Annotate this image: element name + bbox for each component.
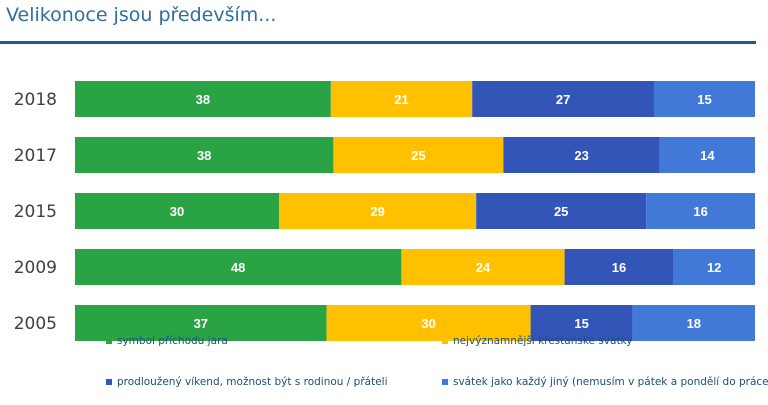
data-label-2018-series-0: 38 bbox=[196, 92, 210, 107]
bar-2018-series-3 bbox=[654, 81, 755, 117]
bar-2015-series-3 bbox=[646, 193, 755, 229]
data-label-2009-series-3: 12 bbox=[707, 260, 721, 275]
data-label-2005-series-0: 37 bbox=[194, 316, 208, 331]
category-label-2009: 2009 bbox=[14, 258, 57, 278]
category-label-2005: 2005 bbox=[14, 314, 57, 334]
data-label-2015-series-1: 29 bbox=[370, 204, 384, 219]
bar-2017-series-2 bbox=[503, 137, 660, 173]
data-label-2018-series-2: 27 bbox=[556, 92, 570, 107]
bar-2005-series-2 bbox=[530, 305, 633, 341]
title-divider bbox=[0, 41, 756, 44]
data-label-2017-series-2: 23 bbox=[574, 148, 588, 163]
category-label-2018: 2018 bbox=[14, 90, 57, 110]
data-label-2017-series-1: 25 bbox=[411, 148, 425, 163]
bar-2015-series-0 bbox=[75, 193, 279, 229]
bar-2018-series-0 bbox=[75, 81, 331, 117]
bar-2009-series-0 bbox=[75, 249, 402, 285]
bar-2009-series-1 bbox=[401, 249, 565, 285]
page-title: Velikonoce jsou především... bbox=[6, 4, 277, 26]
bar-2009-series-2 bbox=[564, 249, 674, 285]
bar-2005-series-3 bbox=[632, 305, 755, 341]
category-label-2017: 2017 bbox=[14, 146, 57, 166]
data-label-2009-series-0: 48 bbox=[231, 260, 245, 275]
bar-2017-series-0 bbox=[75, 137, 334, 173]
data-label-2018-series-1: 21 bbox=[394, 92, 408, 107]
data-label-2005-series-2: 15 bbox=[574, 316, 588, 331]
data-label-2017-series-3: 14 bbox=[700, 148, 715, 163]
bar-2015-series-2 bbox=[476, 193, 647, 229]
data-label-2009-series-1: 24 bbox=[476, 260, 491, 275]
data-label-2005-series-1: 30 bbox=[421, 316, 435, 331]
bar-2005-series-1 bbox=[326, 305, 531, 341]
data-label-2015-series-0: 30 bbox=[170, 204, 184, 219]
data-label-2015-series-2: 25 bbox=[554, 204, 568, 219]
data-label-2017-series-0: 38 bbox=[197, 148, 211, 163]
category-label-2015: 2015 bbox=[14, 202, 57, 222]
bar-2017-series-3 bbox=[659, 137, 755, 173]
bar-2015-series-1 bbox=[279, 193, 477, 229]
bar-2018-series-2 bbox=[472, 81, 655, 117]
data-label-2015-series-3: 16 bbox=[693, 204, 707, 219]
bar-2017-series-1 bbox=[333, 137, 504, 173]
data-label-2018-series-3: 15 bbox=[697, 92, 711, 107]
bar-2009-series-3 bbox=[673, 249, 755, 285]
bar-2018-series-1 bbox=[330, 81, 473, 117]
data-label-2009-series-2: 16 bbox=[612, 260, 626, 275]
data-label-2005-series-3: 18 bbox=[687, 316, 701, 331]
bar-2005-series-0 bbox=[75, 305, 327, 341]
